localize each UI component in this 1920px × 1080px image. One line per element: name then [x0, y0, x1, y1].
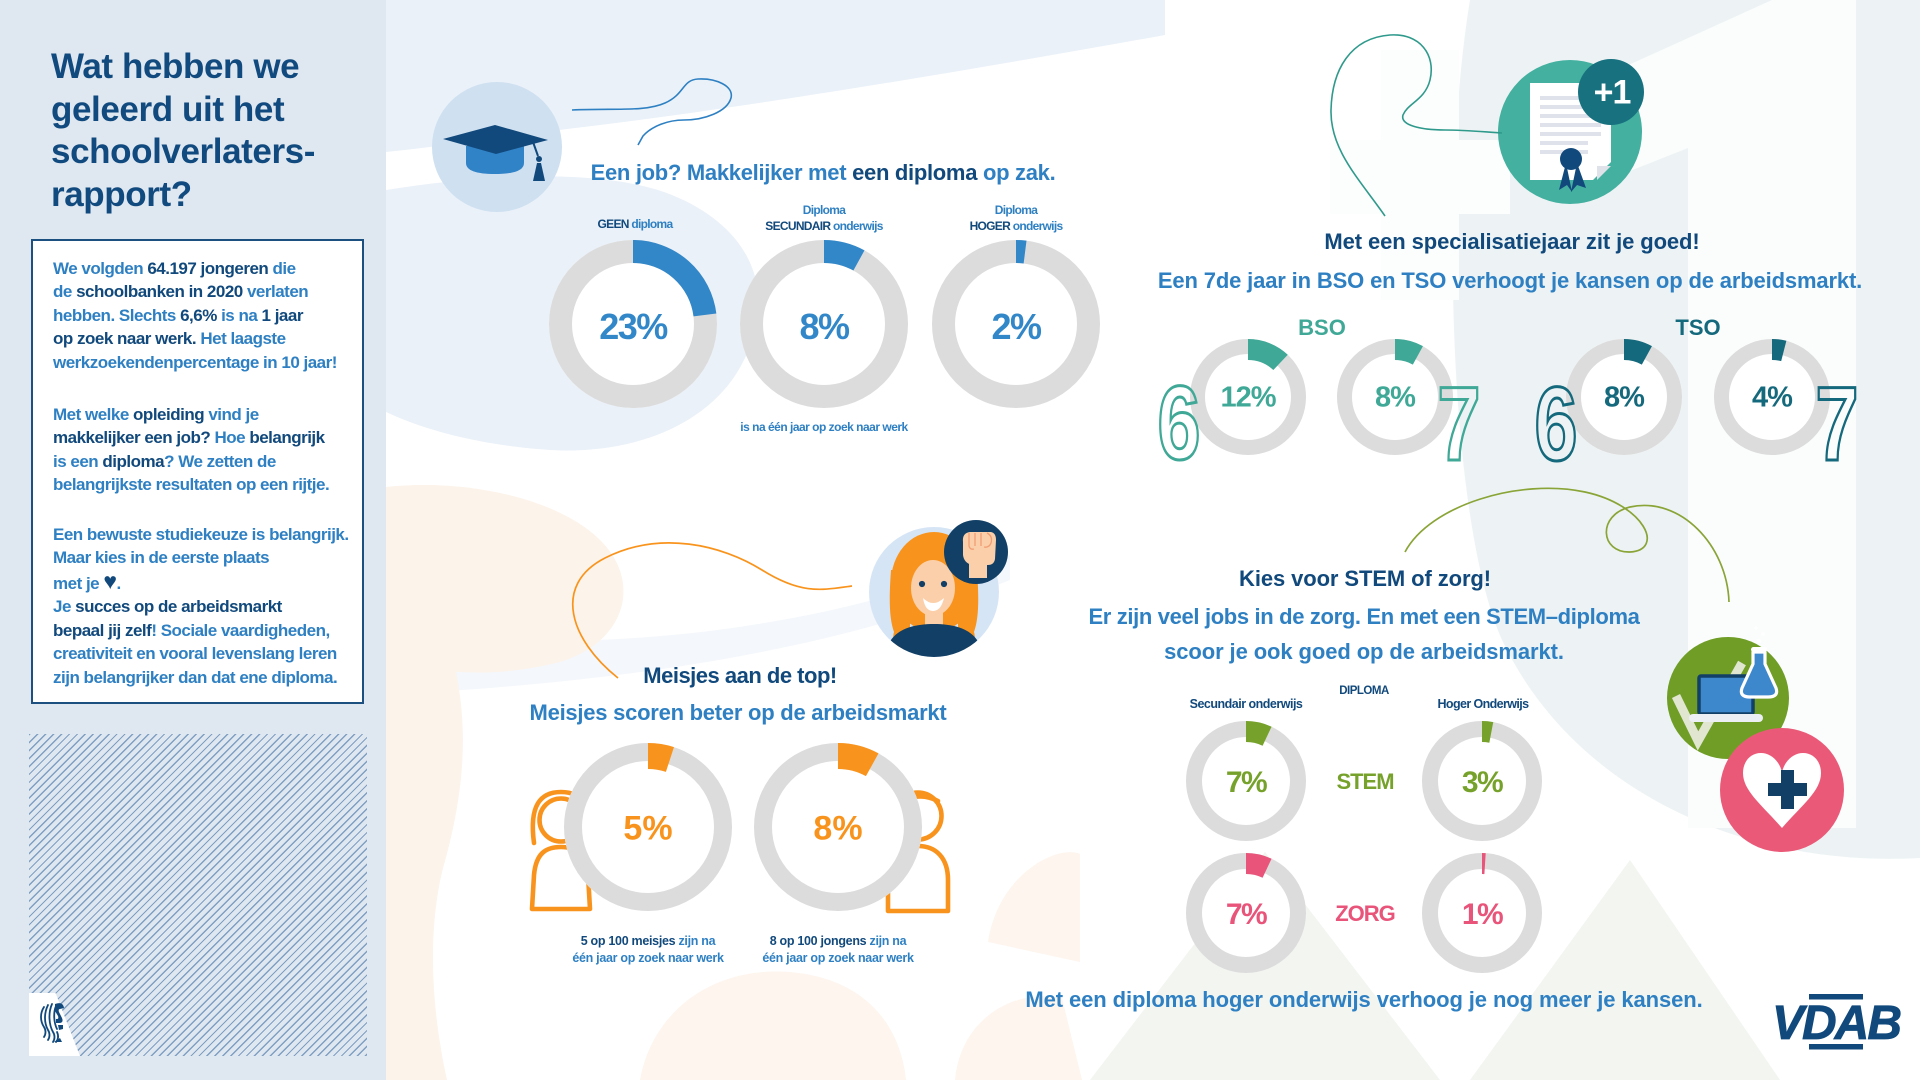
svg-text:VDAB: VDAB	[1772, 997, 1900, 1050]
